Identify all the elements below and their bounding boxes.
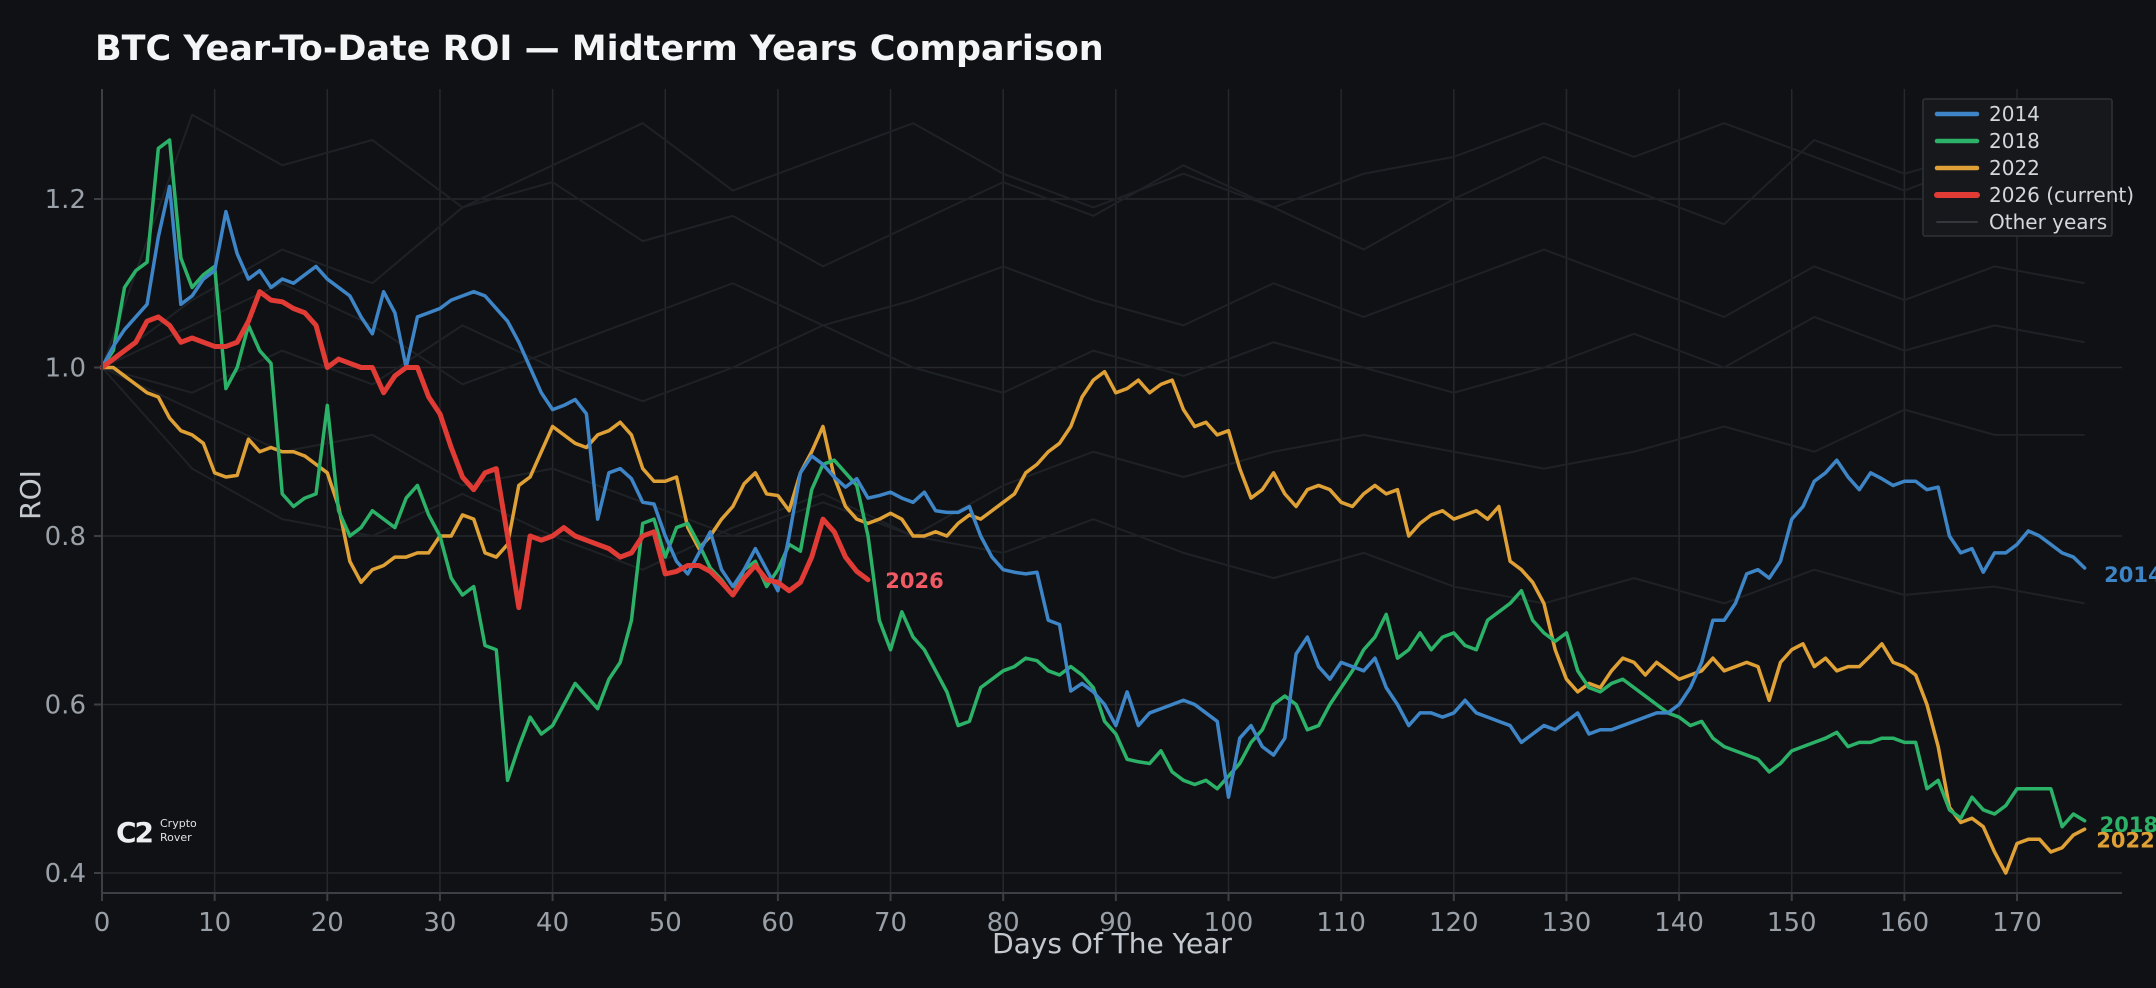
x-tick-label: 140 [1654,908,1704,938]
y-tick-label: 1.2 [45,185,86,215]
x-tick-label: 40 [536,908,569,938]
crypto-rover-logo: C2 Crypto Rover [116,816,197,849]
crypto-rover-glyph: C2 [116,816,153,849]
end-label-2022: 2022 [2096,828,2154,852]
y-tick-label: 0.6 [45,691,86,721]
x-tick-label: 80 [987,908,1020,938]
x-tick-label: 120 [1429,908,1479,938]
x-tick-label: 0 [94,908,111,938]
legend-item-label: Other years [1989,210,2107,234]
series-line-2018 [100,138,2087,829]
series-line-2026 [99,289,871,611]
x-tick-label: 160 [1880,908,1930,938]
x-tick-label: 30 [423,908,456,938]
x-tick-label: 90 [1099,908,1132,938]
other-year-line [101,139,2085,369]
tick-marks [94,198,2019,901]
other-year-line [101,113,2085,368]
legend-item-label: 2018 [1989,129,2040,153]
legend-item-label: 2026 (current) [1989,183,2134,207]
y-tick-label: 0.4 [45,859,86,889]
x-tick-label: 10 [198,908,231,938]
x-axis-label: Days Of The Year [992,927,1232,960]
x-tick-label: 60 [761,908,794,938]
gridlines [101,89,2122,893]
x-tick-label: 70 [874,908,907,938]
end-label-2018: 2018 [2100,813,2156,837]
end-label-2014: 2014 [2104,563,2156,587]
x-tick-label: 150 [1767,908,1817,938]
crypto-rover-text-line1: Crypto [160,817,197,830]
x-tick-label: 110 [1316,908,1366,938]
x-tick-label: 20 [311,908,344,938]
page-title: BTC Year-To-Date ROI — Midterm Years Com… [95,29,1104,69]
x-tick-label: 130 [1542,908,1592,938]
series-line-2014 [100,184,2087,799]
other-years-lines [101,113,2085,605]
end-label-2026: 2026 [885,569,943,593]
y-tick-label: 0.8 [45,522,86,552]
y-axis-label: ROI [14,470,47,520]
tick-labels: 0 10 20 30 40 50 60 70 80 90 100 110 120 130 140 150 160… [45,185,2042,938]
other-year-line [101,366,2085,605]
x-tick-label: 100 [1204,908,1254,938]
legend-item-label: 2014 [1989,102,2040,126]
legend-box [1922,98,2113,237]
other-year-line [101,248,2085,386]
series-line-2022 [100,365,2087,875]
legend: 2014 2018 2022 2026 (current) Other years [1922,98,2134,237]
x-tick-label: 50 [649,908,682,938]
other-year-line [101,366,2085,571]
y-tick-label: 1.0 [45,354,86,384]
legend-item-label: 2022 [1989,156,2040,180]
x-tick-label: 170 [1992,908,2042,938]
axis-spines [101,89,2122,894]
series-lines [99,138,2087,875]
crypto-rover-text-line2: Rover [160,831,192,844]
other-year-line [101,315,2085,403]
